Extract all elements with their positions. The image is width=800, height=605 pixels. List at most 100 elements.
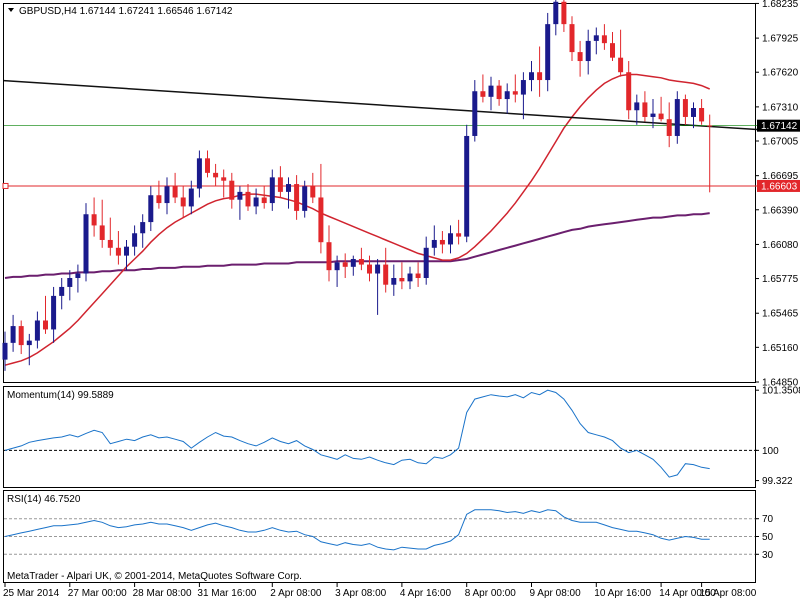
time-tick-label: 4 Apr 16:00: [400, 588, 452, 599]
bullish-candle-body: [164, 186, 170, 204]
chart-menu-arrow-icon[interactable]: [8, 8, 14, 12]
price-tick-label: 1.65160: [762, 343, 799, 354]
rsi-line: [4, 509, 710, 551]
momentum-tick-label: 101.3508: [762, 386, 800, 397]
bearish-candle-body: [658, 113, 664, 120]
bearish-candle-body: [172, 186, 178, 198]
rsi-indicator: 70 50 30: [4, 509, 774, 561]
bullish-candle-body: [407, 273, 413, 282]
bullish-candle-body: [269, 177, 275, 204]
bullish-candle-body: [691, 108, 696, 117]
bullish-candle-body: [51, 295, 57, 330]
level-line-handle: [2, 182, 9, 189]
bullish-candle-body: [504, 91, 510, 100]
bearish-candle-body: [456, 233, 462, 237]
bearish-candle-body: [99, 225, 105, 240]
bullish-candle-body: [140, 222, 146, 234]
price-pane-border: [3, 3, 756, 383]
bullish-candle-body: [196, 158, 202, 189]
bullish-candle-body: [34, 320, 40, 341]
bullish-candle-body: [472, 91, 478, 136]
bullish-candle-body: [10, 326, 16, 343]
bearish-candle-body: [399, 277, 405, 282]
time-tick-label: 25 Mar 2014: [3, 588, 60, 599]
bearish-candle-body: [537, 72, 543, 81]
bearish-candle-body: [496, 85, 502, 100]
time-tick-label: 2 Apr 08:00: [270, 588, 322, 599]
price-tick-label: 1.67620: [762, 68, 799, 79]
bullish-candle-body: [593, 35, 599, 41]
bullish-candle-body: [529, 72, 534, 81]
bullish-candle-body: [448, 233, 453, 245]
bullish-candle-body: [488, 85, 494, 97]
level-price-label: 1.66603: [761, 181, 798, 192]
bullish-candle-body: [188, 188, 194, 207]
candlestick-series: [2, 0, 713, 371]
momentum-pane-border: [3, 386, 756, 488]
bullish-candle-body: [650, 113, 656, 117]
bullish-candle-body: [286, 184, 291, 192]
rsi-tick-label: 70: [762, 514, 774, 525]
rsi-tick-label: 50: [762, 532, 774, 543]
bullish-candle-body: [553, 1, 559, 25]
bullish-candle-body: [2, 342, 8, 360]
price-tick-label: 1.66695: [762, 171, 799, 182]
bullish-candle-body: [253, 197, 259, 207]
momentum-indicator: 101.3508 100 99.322: [4, 386, 800, 487]
bullish-candle-body: [545, 24, 551, 81]
price-level-lines: 1.67142 1.66603: [2, 119, 800, 192]
price-tick-label: 1.67005: [762, 136, 799, 147]
time-tick-label: 15 Apr 08:00: [700, 588, 757, 599]
bearish-candle-body: [601, 35, 607, 44]
bearish-candle-body: [326, 242, 332, 271]
copyright-footer: MetaTrader - Alpari UK, © 2001-2014, Met…: [7, 571, 302, 582]
bearish-candle-body: [512, 91, 518, 95]
bullish-candle-body: [148, 195, 154, 223]
bearish-candle-body: [294, 184, 300, 211]
bearish-candle-body: [245, 191, 251, 207]
bearish-candle-body: [626, 72, 632, 111]
bullish-candle-body: [423, 247, 429, 278]
trendline-layer: [3, 79, 758, 131]
current-price-badge: [757, 119, 800, 132]
bearish-candle-body: [310, 186, 316, 198]
bearish-candle-body: [666, 119, 672, 136]
bearish-candle-body: [439, 239, 445, 245]
price-tick-label: 1.64850: [762, 378, 799, 389]
time-tick-label: 8 Apr 00:00: [465, 588, 517, 599]
bullish-candle-body: [75, 273, 81, 278]
time-tick-label: 3 Apr 08:00: [335, 588, 387, 599]
bullish-candle-body: [634, 102, 640, 111]
time-tick-label: 9 Apr 08:00: [530, 588, 582, 599]
fast-moving-average-line: [4, 73, 710, 366]
bullish-candle-body: [375, 264, 381, 274]
bullish-candle-body: [67, 277, 73, 287]
time-tick-label: 14 Apr 00:00: [659, 588, 716, 599]
bearish-candle-body: [358, 258, 364, 265]
bearish-candle-body: [642, 102, 648, 117]
bearish-candle-body: [577, 52, 583, 62]
bearish-candle-body: [180, 197, 186, 207]
bearish-candle-body: [342, 262, 348, 267]
bullish-candle-body: [350, 258, 356, 267]
bearish-candle-body: [367, 264, 372, 274]
bullish-candle-body: [26, 340, 32, 346]
bullish-candle-body: [520, 80, 526, 95]
bearish-candle-body: [415, 273, 421, 278]
price-tick-label: 1.68235: [762, 0, 799, 10]
bearish-candle-body: [699, 108, 705, 122]
time-tick-label: 10 Apr 16:00: [594, 588, 651, 599]
momentum-title: Momentum(14) 99.5889: [7, 390, 114, 401]
bullish-candle-body: [124, 246, 129, 256]
bullish-candle-body: [132, 233, 138, 247]
bullish-candle-body: [391, 277, 397, 285]
price-tick-label: 1.66390: [762, 205, 799, 216]
bearish-candle-body: [213, 172, 219, 178]
bearish-candle-body: [682, 99, 688, 117]
time-tick-label: 28 Mar 08:00: [133, 588, 192, 599]
bullish-candle-body: [464, 135, 470, 237]
bearish-candle-body: [480, 91, 486, 97]
bearish-candle-body: [43, 320, 48, 330]
